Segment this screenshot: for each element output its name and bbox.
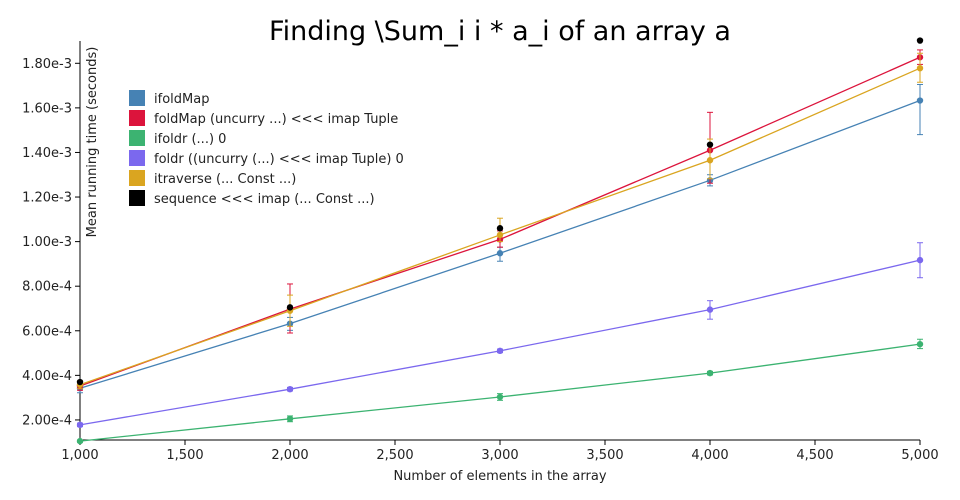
legend-label: foldr ((uncurry (...) <<< imap Tuple) 0 <box>154 152 404 167</box>
data-point <box>76 421 84 429</box>
x-tick-label: 2,000 <box>271 448 308 463</box>
data-point <box>916 97 924 104</box>
series-line <box>79 343 921 442</box>
x-tick-label: 3,500 <box>586 448 623 463</box>
data-point <box>496 225 504 232</box>
x-tick-label: 4,000 <box>691 448 728 463</box>
y-tick-label: 1.40e-3 <box>22 146 72 161</box>
data-point <box>496 250 504 257</box>
legend-label: ifoldMap <box>154 92 209 107</box>
y-tick-label: 1.00e-3 <box>22 235 72 250</box>
series-2 <box>76 338 924 445</box>
data-point <box>286 385 294 393</box>
data-point <box>706 306 714 313</box>
data-point <box>916 64 924 72</box>
legend-label: ifoldr (...) 0 <box>154 132 226 147</box>
legend-swatch <box>129 190 145 206</box>
legend-swatch <box>129 150 145 166</box>
legend-swatch <box>129 170 145 186</box>
x-tick-label: 4,500 <box>796 448 833 463</box>
legend-label: itraverse (... Const ...) <box>154 172 296 187</box>
x-tick-label: 1,500 <box>166 448 203 463</box>
y-ticks: 2.00e-4 4.00e-4 6.00e-4 8.00e-4 1.00e-3 1.20e… <box>22 57 80 428</box>
y-tick-label: 1.80e-3 <box>22 57 72 72</box>
data-point <box>496 231 504 239</box>
series-3 <box>76 242 924 429</box>
data-point <box>76 437 84 445</box>
y-tick-label: 4.00e-4 <box>22 369 72 384</box>
x-axis-label: Number of elements in the array <box>393 469 606 484</box>
data-point <box>286 415 294 423</box>
y-tick-label: 6.00e-4 <box>22 324 72 339</box>
y-tick-label: 1.20e-3 <box>22 191 72 206</box>
legend-label: sequence <<< imap (... Const ...) <box>154 192 375 207</box>
x-tick-label: 2,500 <box>376 448 413 463</box>
y-tick-label: 1.60e-3 <box>22 101 72 116</box>
legend-swatch <box>129 110 145 126</box>
x-tick-label: 5,000 <box>901 448 938 463</box>
chart-title: Finding \Sum_i i * a_i of an array a <box>269 16 731 47</box>
legend: ifoldMap foldMap (uncurry ...) <<< imap T… <box>129 90 404 207</box>
data-point <box>916 340 924 348</box>
data-point <box>916 37 924 44</box>
data-point <box>706 157 714 164</box>
data-point <box>706 141 714 148</box>
data-point <box>916 256 924 264</box>
legend-label: foldMap (uncurry ...) <<< imap Tuple <box>154 112 398 127</box>
y-tick-label: 2.00e-4 <box>22 413 72 428</box>
legend-swatch <box>129 90 145 106</box>
y-tick-label: 8.00e-4 <box>22 280 72 295</box>
x-ticks: 1,000 1,500 2,000 2,500 3,000 3,500 4,000 4,500… <box>61 440 939 463</box>
x-tick-label: 3,000 <box>481 448 518 463</box>
data-point <box>496 393 504 401</box>
x-tick-label: 1,000 <box>61 448 98 463</box>
legend-swatch <box>129 130 145 146</box>
data-point <box>286 304 294 311</box>
y-axis-label: Mean running time (seconds) <box>85 47 100 238</box>
data-point <box>76 378 84 386</box>
series-layer <box>76 37 924 445</box>
data-point <box>706 369 714 377</box>
series-5 <box>76 37 924 386</box>
data-point <box>496 347 504 355</box>
